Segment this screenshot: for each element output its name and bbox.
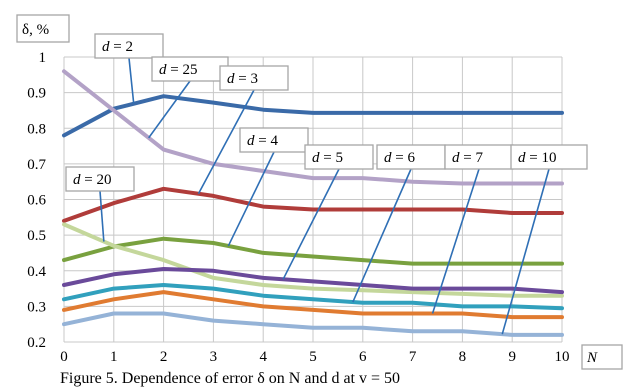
series-label: d = 3 bbox=[227, 71, 258, 87]
y-tick-label: 0.9 bbox=[27, 86, 46, 102]
x-tick-label: 9 bbox=[508, 349, 516, 365]
series-label-box bbox=[444, 144, 514, 170]
series-label-box bbox=[151, 56, 229, 82]
series-label-box bbox=[510, 144, 588, 170]
series-label-box bbox=[94, 33, 164, 59]
label-leader-line bbox=[128, 57, 135, 104]
series-line-8 bbox=[62, 311, 564, 337]
series-label-box bbox=[219, 65, 289, 91]
series-label: d = 6 bbox=[384, 150, 415, 166]
y-tick-label: 1 bbox=[39, 50, 47, 66]
series-label: d = 7 bbox=[452, 150, 483, 166]
series-label-box bbox=[65, 166, 135, 192]
series-label: d = 20 bbox=[73, 172, 111, 188]
label-leader-line bbox=[431, 168, 480, 314]
y-axis-label: δ, % bbox=[22, 22, 49, 38]
y-tick-label: 0.8 bbox=[27, 121, 46, 137]
series-label-box bbox=[304, 144, 374, 170]
series-lines bbox=[62, 69, 564, 337]
series-label-box bbox=[376, 144, 446, 170]
label-leaders bbox=[99, 57, 550, 335]
label-leader-line bbox=[352, 168, 412, 303]
label-leader-line bbox=[99, 190, 105, 242]
series-line-3 bbox=[62, 236, 564, 266]
series-labels: d = 2 d = 25 d = 3 d = 4 d = 20 d = 5 d = 6 d =… bbox=[65, 33, 588, 192]
x-tick-label: 3 bbox=[210, 349, 218, 365]
series-line-2 bbox=[62, 186, 564, 223]
series-line-0 bbox=[62, 94, 564, 138]
x-axis-ticks: 0 1 2 3 4 5 6 7 8 9 10 bbox=[60, 349, 569, 365]
series-label: d = 5 bbox=[312, 150, 343, 166]
series-label: d = 25 bbox=[159, 62, 197, 78]
label-leader-line bbox=[197, 89, 255, 195]
x-tick-label: 1 bbox=[110, 349, 118, 365]
figure-caption: Figure 5. Dependence of error δ on N and… bbox=[60, 370, 401, 387]
series-label: d = 4 bbox=[247, 133, 278, 149]
y-tick-label: 0.4 bbox=[27, 264, 46, 280]
series-line-1 bbox=[62, 69, 564, 186]
x-tick-label: 4 bbox=[259, 349, 267, 365]
y-axis-title: δ, % bbox=[16, 14, 70, 43]
x-axis-label: N bbox=[586, 350, 598, 366]
x-tick-label: 6 bbox=[359, 349, 367, 365]
series-line-4 bbox=[62, 222, 564, 298]
x-tick-label: 5 bbox=[309, 349, 317, 365]
series-line-6 bbox=[62, 283, 564, 311]
y-tick-label: 0.3 bbox=[27, 299, 46, 315]
y-tick-label: 0.6 bbox=[27, 193, 46, 209]
label-leader-line bbox=[501, 168, 550, 335]
x-axis-title: N bbox=[581, 344, 623, 370]
line-chart: 0.2 0.3 0.4 0.5 0.6 0.7 0.8 0.9 1 0 1 2 3 4 5 6 7 8 9 10 d… bbox=[16, 14, 623, 370]
label-leader-line bbox=[227, 151, 275, 247]
label-leader-line bbox=[282, 168, 340, 280]
y-tick-label: 0.2 bbox=[27, 335, 46, 351]
series-label-box bbox=[239, 127, 309, 153]
series-line-5 bbox=[62, 267, 564, 295]
series-label: d = 10 bbox=[518, 150, 556, 166]
x-tick-label: 2 bbox=[160, 349, 168, 365]
y-tick-label: 0.5 bbox=[27, 228, 46, 244]
x-tick-label: 0 bbox=[60, 349, 68, 365]
x-tick-label: 7 bbox=[409, 349, 417, 365]
series-label: d = 2 bbox=[102, 39, 133, 55]
x-tick-label: 8 bbox=[459, 349, 467, 365]
label-leader-line bbox=[148, 80, 191, 139]
x-tick-label: 10 bbox=[555, 349, 570, 365]
series-line-7 bbox=[62, 290, 564, 320]
y-tick-label: 0.7 bbox=[27, 157, 46, 173]
y-axis-ticks: 0.2 0.3 0.4 0.5 0.6 0.7 0.8 0.9 1 bbox=[27, 50, 46, 351]
